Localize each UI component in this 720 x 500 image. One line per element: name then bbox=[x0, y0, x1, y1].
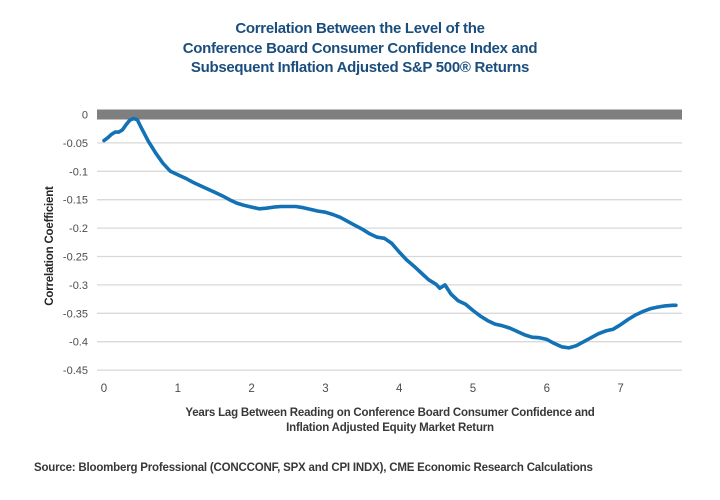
x-tick-label: 7 bbox=[617, 383, 623, 395]
y-tick-label: -0.4 bbox=[69, 337, 88, 349]
x-tick-label: 3 bbox=[322, 383, 328, 395]
x-axis-title: Years Lag Between Reading on Conference … bbox=[185, 406, 594, 436]
y-tick-label: -0.2 bbox=[69, 223, 88, 235]
x-tick-label: 1 bbox=[175, 383, 181, 395]
x-tick-label: 5 bbox=[470, 383, 476, 395]
x-tick-label: 6 bbox=[544, 383, 550, 395]
x-tick-label: 4 bbox=[396, 383, 403, 395]
y-tick-label: -0.3 bbox=[69, 280, 88, 292]
x-tick-label: 2 bbox=[248, 383, 254, 395]
x-axis-title-line-2: Inflation Adjusted Equity Market Return bbox=[286, 422, 494, 434]
y-tick-label: 0 bbox=[82, 110, 88, 122]
chart-title-line-1: Correlation Between the Level of the bbox=[235, 20, 485, 37]
source-note: Source: Bloomberg Professional (CONCCONF… bbox=[34, 462, 593, 474]
x-axis-title-line-1: Years Lag Between Reading on Conference … bbox=[185, 407, 595, 419]
y-tick-label: -0.05 bbox=[63, 138, 88, 150]
zero-line-bar bbox=[97, 109, 682, 120]
y-tick-label: -0.1 bbox=[69, 166, 88, 178]
chart-title: Correlation Between the Level of the Con… bbox=[0, 19, 720, 78]
chart-title-line-2: Conference Board Consumer Confidence Ind… bbox=[182, 39, 538, 57]
y-tick-label: -0.35 bbox=[63, 308, 88, 320]
x-tick-label: 0 bbox=[101, 383, 107, 395]
correlation-line bbox=[102, 116, 678, 350]
y-tick-label: -0.15 bbox=[63, 195, 88, 207]
y-tick-label: -0.25 bbox=[63, 252, 88, 264]
y-tick-label: -0.45 bbox=[63, 365, 88, 377]
chart-title-line-3: Subsequent Inflation Adjusted S&P 500® R… bbox=[190, 59, 530, 76]
